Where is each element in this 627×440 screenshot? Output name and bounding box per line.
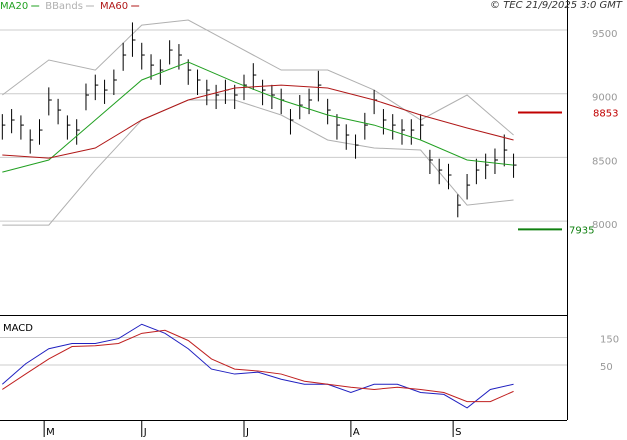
band-lower [2, 99, 514, 226]
x-tick-label: J [143, 427, 147, 438]
legend-label: BBands [45, 1, 83, 12]
x-tick-label: A [353, 427, 360, 438]
ma-line [2, 61, 514, 173]
y-tick-label: 8000 [592, 220, 617, 231]
y-tick-label: 50 [600, 362, 613, 373]
macd-line [2, 329, 514, 403]
legend-label: MA20 [0, 1, 28, 12]
credit: © TEC 21/9/2025 3:0 GMT [490, 0, 623, 11]
y-tick-label: 8500 [592, 156, 617, 167]
band-upper [2, 19, 514, 136]
legend-label: MA60 [100, 1, 128, 12]
price-level-label: 7935 [569, 225, 594, 236]
macd-line [1, 323, 514, 409]
price-level-label: 8853 [593, 108, 618, 119]
y-tick-label: 9500 [592, 29, 617, 40]
ma-line [2, 84, 514, 159]
y-tick-label: 150 [600, 334, 619, 345]
macd-title: MACD [3, 323, 33, 334]
x-tick-label: M [46, 427, 55, 438]
x-tick-label: J [245, 427, 249, 438]
y-tick-label: 9000 [592, 93, 617, 104]
x-tick-label: S [455, 427, 461, 438]
